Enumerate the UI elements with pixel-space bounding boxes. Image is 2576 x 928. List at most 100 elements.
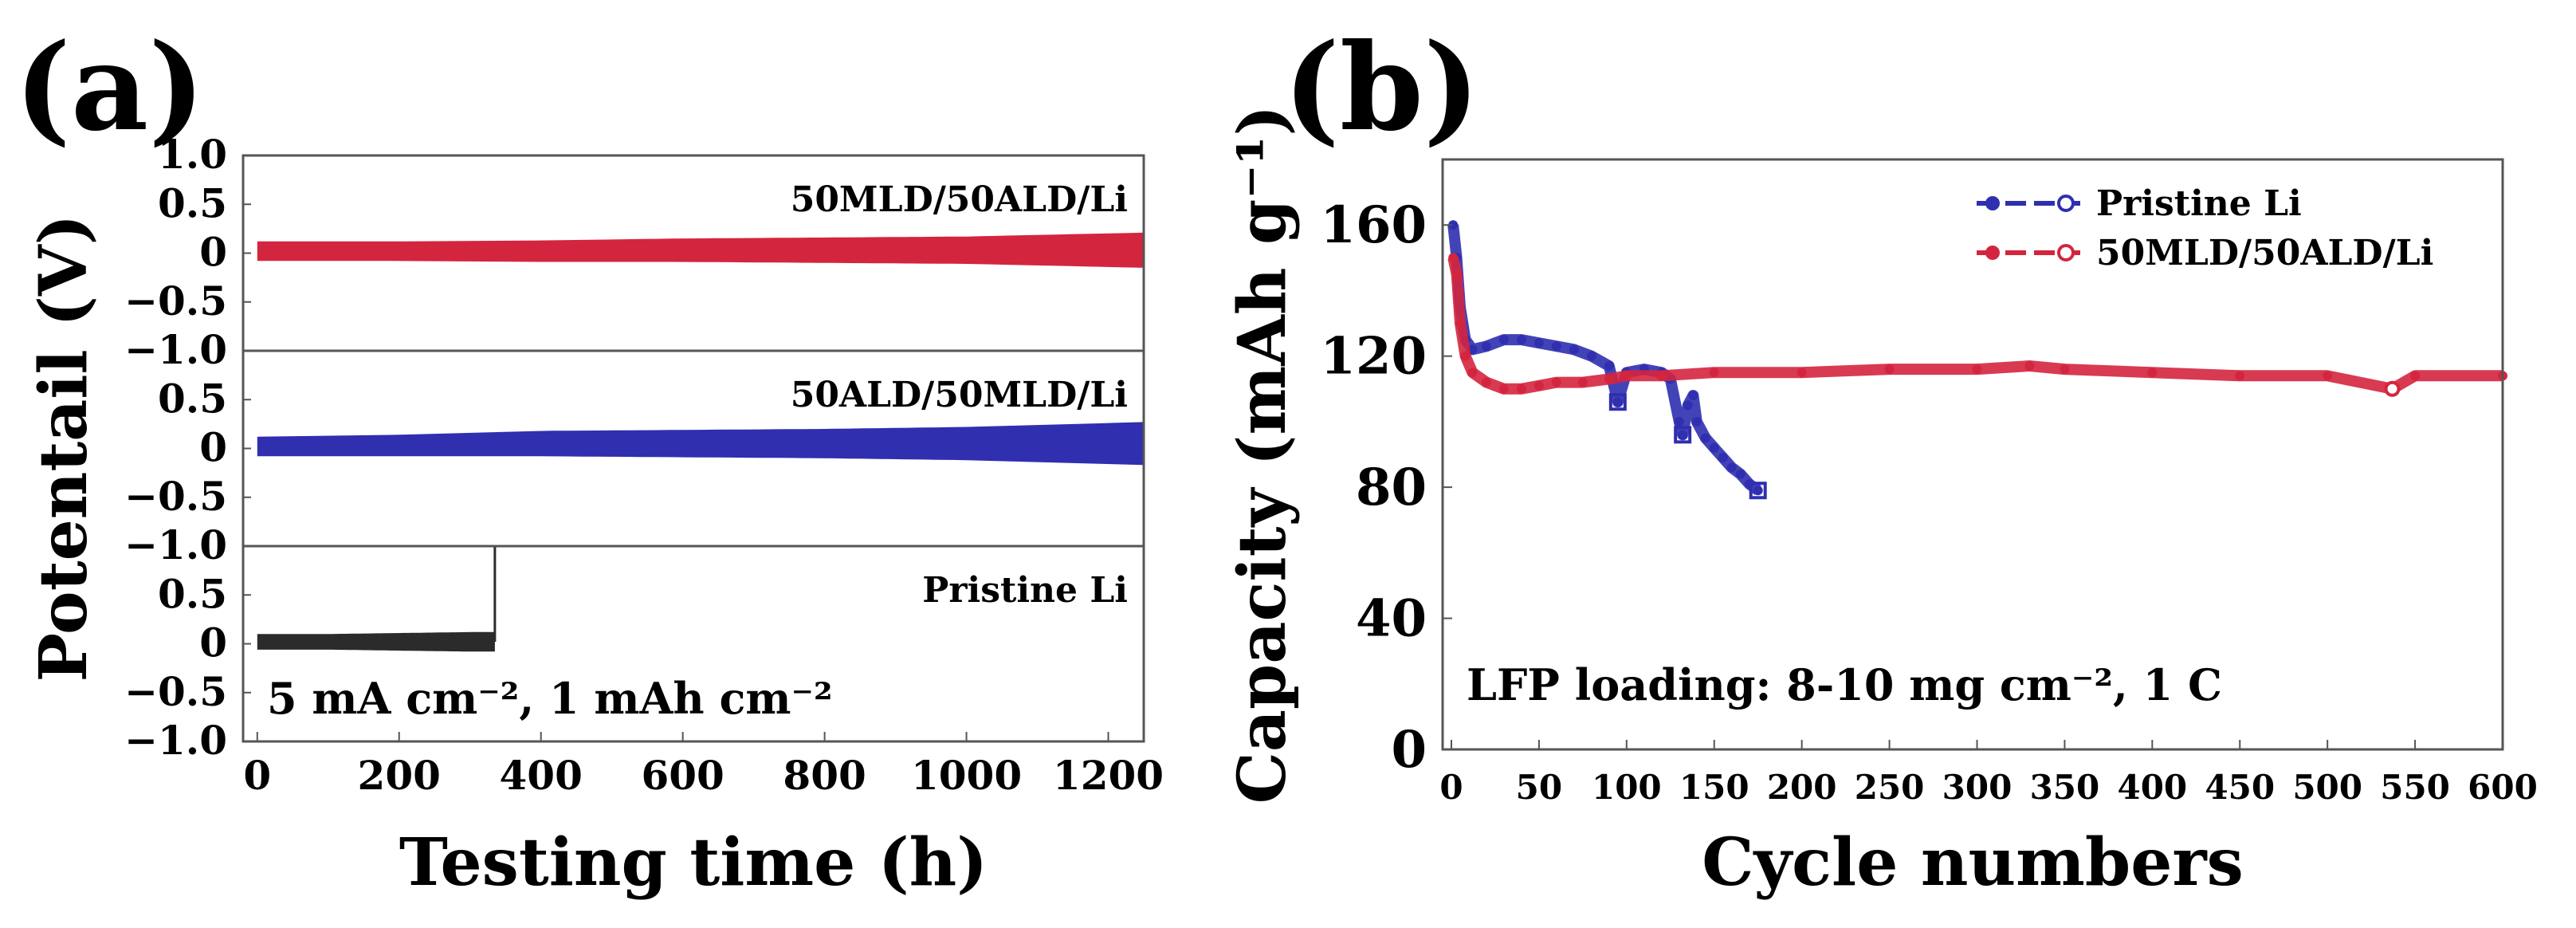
chart-a-y-tick-label: −0.5 xyxy=(124,277,227,324)
chart-a-x-tick-label: 600 xyxy=(641,752,724,799)
chart-b-point-1 xyxy=(1516,335,1526,345)
chart-b-x-tick-label: 200 xyxy=(1767,768,1837,807)
chart-b-point-2 xyxy=(1884,364,1895,375)
chart-b-x-tick-label: 450 xyxy=(2205,768,2275,807)
chart-b-legend-label-1: Pristine Li xyxy=(2096,183,2302,224)
chart-b-point-1 xyxy=(1448,220,1459,230)
chart-b-y-tick-label: 0 xyxy=(1391,720,1427,780)
chart-b-point-1 xyxy=(1481,341,1491,352)
chart-b-point-1 xyxy=(1688,391,1698,400)
chart-b-point-1 xyxy=(1753,486,1763,496)
chart-b-open-marker xyxy=(1674,426,1692,444)
chart-a-trace-2 xyxy=(257,422,1144,466)
chart-a-panel-label-2: 50ALD/50MLD/Li xyxy=(791,375,1128,415)
chart-b-y-tick-label: 80 xyxy=(1356,458,1427,517)
chart-b-condition-note: LFP loading: 8-10 mg cm⁻², 1 C xyxy=(1467,659,2222,710)
chart-b-point-2 xyxy=(1498,383,1509,394)
chart-b-x-tick-label: 150 xyxy=(1679,768,1749,807)
chart-a-y-tick-label: −1.0 xyxy=(124,717,227,764)
chart-b-point-2 xyxy=(1656,371,1667,381)
chart-b-point-2 xyxy=(1621,371,1632,381)
chart-b-axes: 0 40 80 120 160 0 50 100 150 200 250 300 350 400 450 50… xyxy=(1320,195,2537,807)
chart-b-point-1 xyxy=(1718,453,1728,463)
chart-b-point-1 xyxy=(1551,341,1561,352)
chart-b-y-tick-label: 40 xyxy=(1356,589,1427,649)
chart-b-point-2 xyxy=(1448,253,1459,263)
chart-b-point-2 xyxy=(1972,364,1982,375)
chart-a-y-tick-label: −0.5 xyxy=(124,668,227,715)
chart-b-x-tick-label: 50 xyxy=(1516,768,1562,807)
chart-b-legend-marker-filled xyxy=(1985,196,2000,210)
chart-b-point-1 xyxy=(1498,335,1509,345)
chart-b-point-1 xyxy=(1569,344,1579,355)
chart-b-point-2 xyxy=(1451,269,1462,279)
chart-a-x-tick-label: 400 xyxy=(500,752,583,799)
chart-a-y-tick-label: 0 xyxy=(199,229,227,276)
chart-b-x-tick-label: 500 xyxy=(2292,768,2362,807)
chart-b-x-tick-label: 600 xyxy=(2468,768,2538,807)
chart-b-point-2 xyxy=(1481,377,1491,387)
chart-b-x-tick-label: 550 xyxy=(2380,768,2450,807)
chart-a-trace-1 xyxy=(257,232,1144,268)
chart-a-y-tick-label: −1.0 xyxy=(124,326,227,373)
chart-b-point-1 xyxy=(1612,397,1623,407)
panel-b-label: (b) xyxy=(1283,18,1480,158)
chart-b-legend-marker-open xyxy=(2057,195,2075,212)
chart-b-point-1 xyxy=(1678,430,1688,440)
chart-b-point-1 xyxy=(1674,416,1684,427)
chart-b-data-layer xyxy=(1447,220,2507,500)
chart-b-point-1 xyxy=(1700,433,1710,443)
chart-b-frame xyxy=(1441,158,2504,751)
chart-a-y-tick-label: −1.0 xyxy=(124,521,227,568)
chart-b-legend-marker-filled xyxy=(1985,246,2000,260)
chart-a-y-tick-label: 1.0 xyxy=(158,131,227,178)
chart-b-point-2 xyxy=(1467,368,1478,378)
chart-b-x-tick-label: 400 xyxy=(2117,768,2187,807)
chart-b-point-1 xyxy=(1709,442,1719,453)
chart-b-point-2 xyxy=(1797,368,1807,378)
chart-b-point-2 xyxy=(2024,361,2035,371)
chart-b-open-marker xyxy=(1608,393,1627,411)
chart-b-point-2 xyxy=(2323,371,2333,381)
chart-a-y-tick-label: 0.5 xyxy=(158,570,227,617)
chart-b: 0 40 80 120 160 0 50 100 150 200 250 300 350 400 450 50… xyxy=(1224,105,2538,901)
chart-b-x-tick-label: 300 xyxy=(1942,768,2012,807)
chart-a-trace-3 xyxy=(257,631,495,652)
chart-a-panel-label-3: Pristine Li xyxy=(922,570,1128,611)
chart-b-point-2 xyxy=(2235,371,2245,381)
chart-b-point-2 xyxy=(1533,380,1544,391)
chart-b-point-2 xyxy=(1551,377,1561,387)
chart-a-x-axis-title: Testing time (h) xyxy=(399,824,988,901)
chart-b-point-2 xyxy=(1709,368,1719,378)
chart-b-legend-marker-open xyxy=(2057,244,2075,261)
chart-a: 50MLD/50ALD/Li1.00.50−0.5−1.050ALD/50MLD… xyxy=(26,131,1164,901)
chart-b-point-2 xyxy=(1460,351,1471,361)
chart-b-point-1 xyxy=(1533,338,1544,348)
chart-b-point-2 xyxy=(2147,368,2158,378)
chart-b-point-2 xyxy=(2060,364,2070,375)
panel-a-label: (a) xyxy=(14,18,205,158)
chart-a-data-layer xyxy=(257,232,1144,652)
chart-b-legend: Pristine Li 50MLD/50ALD/Li xyxy=(1977,183,2433,273)
chart-b-y-tick-label: 160 xyxy=(1320,195,1427,255)
chart-a-panel-label-1: 50MLD/50ALD/Li xyxy=(791,179,1128,220)
chart-b-x-tick-label: 250 xyxy=(1855,768,1925,807)
chart-a-y-tick-label: −0.5 xyxy=(124,473,227,520)
chart-b-open-marker xyxy=(1749,482,1767,500)
chart-a-condition-note: 5 mA cm⁻², 1 mAh cm⁻² xyxy=(267,673,833,724)
chart-a-y-tick-label: 0 xyxy=(199,424,227,471)
chart-a-x-tick-label: 0 xyxy=(243,752,271,799)
chart-b-point-2 xyxy=(1604,374,1614,384)
chart-b-x-tick-label: 100 xyxy=(1592,768,1662,807)
chart-b-point-2 xyxy=(1516,383,1526,394)
chart-b-y-axis-title: Capacity (mAh g⁻¹) xyxy=(1224,105,1301,804)
chart-b-x-tick-label: 0 xyxy=(1439,768,1463,807)
chart-b-point-2 xyxy=(1577,377,1588,387)
chart-b-point-2 xyxy=(1455,318,1465,328)
chart-b-open-marker xyxy=(2384,380,2401,397)
chart-b-point-1 xyxy=(1735,469,1745,479)
chart-a-y-tick-label: 0.5 xyxy=(158,179,227,226)
chart-b-point-1 xyxy=(1586,351,1596,361)
chart-b-y-tick-label: 120 xyxy=(1320,327,1427,387)
